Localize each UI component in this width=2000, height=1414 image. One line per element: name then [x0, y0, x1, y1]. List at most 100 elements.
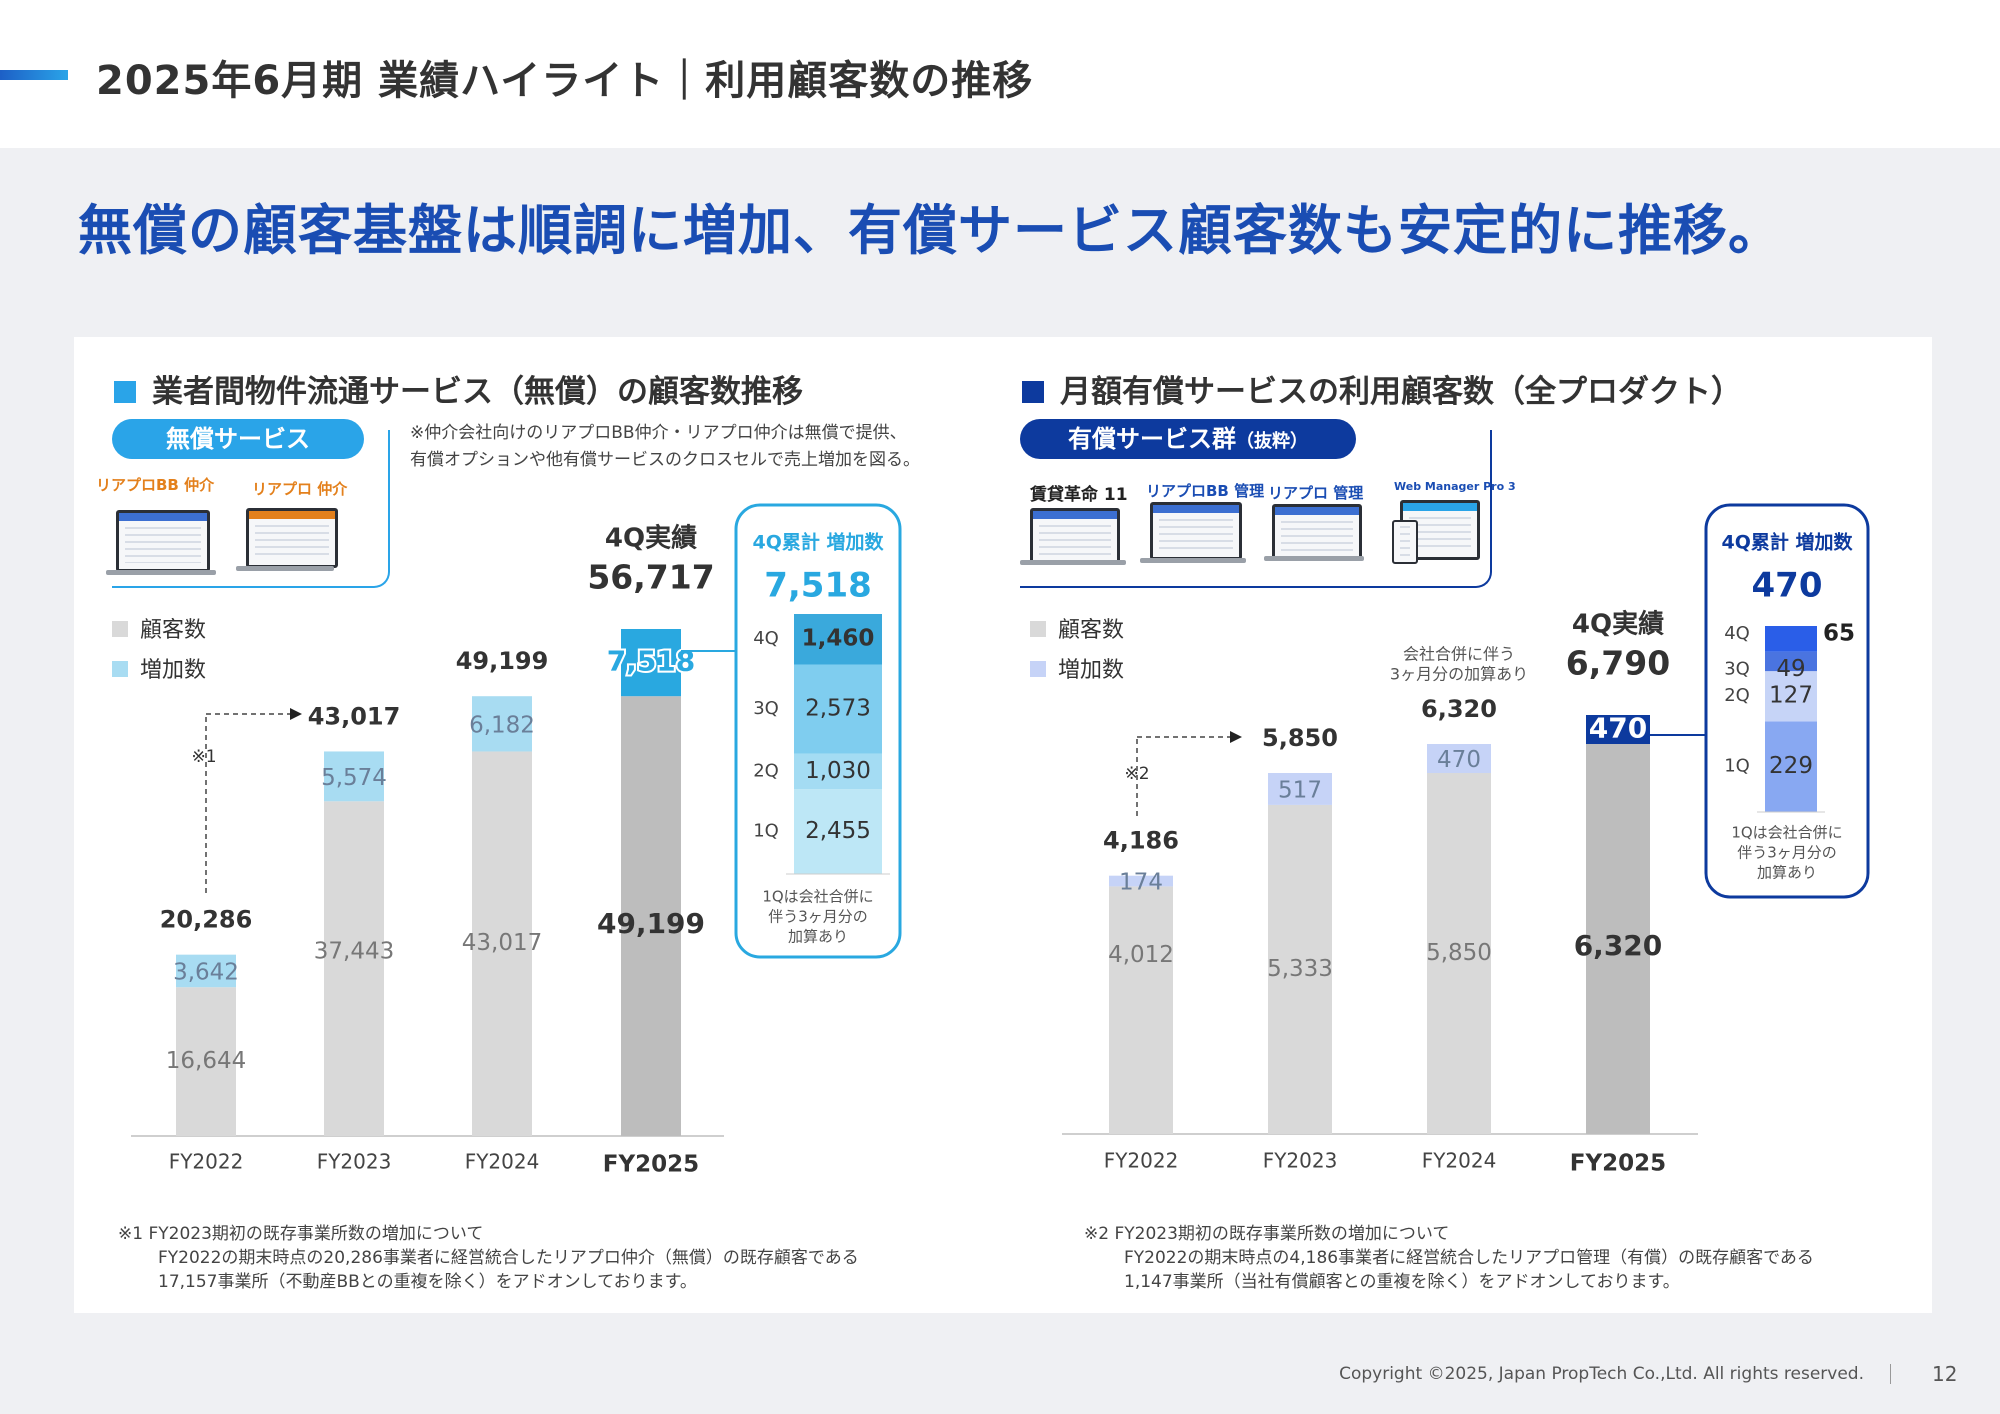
bar-base-label: 49,199 — [597, 907, 705, 940]
bar-base-label: 37,443 — [314, 938, 394, 964]
headline: 無償の顧客基盤は順調に増加、有償サービス顧客数も安定的に推移。 — [78, 199, 1783, 262]
product-screenshot-icon — [1150, 502, 1242, 560]
bar-increase-label: 517 — [1278, 777, 1322, 803]
breakdown-quarter-label: 4Q — [1724, 623, 1750, 644]
bar-increase — [1109, 875, 1173, 887]
bar-total-label: 5,850 — [1262, 724, 1338, 752]
x-tick-label: FY2023 — [317, 1150, 392, 1174]
laptop-base-icon — [1140, 558, 1246, 563]
paid-service-pill: 有償サービス群（抜粋） — [1020, 419, 1356, 459]
bar-base — [324, 801, 384, 1136]
free-service-pill: 無償サービス — [112, 419, 364, 459]
breakdown-quarter-label: 1Q — [1724, 756, 1750, 777]
bar-increase — [1268, 773, 1332, 805]
breakdown-segment — [1765, 721, 1817, 812]
left-section-title-text: 業者間物件流通サービス（無償）の顧客数推移 — [152, 374, 803, 410]
bar-base-label: 16,644 — [166, 1048, 246, 1074]
breakdown-quarter-label: 3Q — [1724, 658, 1750, 679]
product-logo-bb-chukai: リアプロBB 仲介 — [96, 476, 215, 494]
q4-total-label: 56,717 — [587, 558, 714, 597]
laptop-base-icon — [1020, 560, 1126, 565]
x-tick-label: FY2022 — [169, 1150, 244, 1174]
x-tick-label: FY2025 — [603, 1152, 699, 1178]
right-footnote-line1: FY2022の期末時点の4,186事業者に経営統合したリアプロ管理（有償）の既存… — [1124, 1248, 1814, 1268]
product-logo-kanri: リアプロ 管理 — [1268, 484, 1364, 502]
left-note-line2: 有償オプションや他有償サービスのクロスセルで売上増加を図る。 — [410, 450, 920, 470]
breakdown-value-label: 49 — [1776, 656, 1805, 682]
merger-note-line: 3ヶ月分の加算あり — [1390, 665, 1528, 684]
breakdown-segment — [1765, 626, 1817, 652]
laptop-base-icon — [106, 570, 216, 575]
product-screenshot-icon — [116, 510, 210, 572]
free-products-box — [112, 430, 390, 588]
product-logo-bb-kanri: リアプロBB 管理 — [1146, 482, 1265, 500]
right-footnote: ※2 FY2023期初の既存事業所数の増加について FY2022の期末時点の4,… — [1084, 1222, 1814, 1294]
product-logo-chukai: リアプロ 仲介 — [252, 480, 348, 498]
bar-increase-label: 470 — [1437, 747, 1481, 773]
breakdown-title: 4Q累計 増加数 — [1722, 531, 1854, 554]
paid-service-pill-sub: （抜粋） — [1236, 431, 1308, 452]
breakdown-note-line: 1Qは会社合併に — [762, 888, 873, 906]
right-legend-increase: 増加数 — [1030, 652, 1124, 684]
breakdown-value-label: 2,455 — [805, 818, 871, 844]
breakdown-value-label: 2,573 — [805, 695, 871, 721]
bar-base — [1109, 886, 1173, 1134]
x-tick-label: FY2024 — [1422, 1149, 1497, 1173]
page-title: 2025年6月期 業績ハイライト｜利用顧客数の推移 — [96, 58, 1034, 104]
page-header: 2025年6月期 業績ハイライト｜利用顧客数の推移 — [0, 0, 2000, 148]
x-tick-label: FY2023 — [1263, 1149, 1338, 1173]
bar-base — [472, 751, 532, 1136]
right-footnote-line2: 1,147事業所（当社有償顧客との重複を除く）をアドオンしております。 — [1124, 1272, 1680, 1292]
right-legend-base: 顧客数 — [1030, 612, 1124, 644]
right-section-title: 月額有償サービスの利用顧客数（全プロダクト） — [1022, 366, 1742, 411]
breakdown-total: 7,518 — [764, 566, 872, 606]
bar-total-label: 49,199 — [456, 647, 549, 675]
footer-divider — [1890, 1364, 1891, 1384]
bar-increase — [621, 629, 681, 697]
right-footnote-head: ※2 FY2023期初の既存事業所数の増加について — [1084, 1224, 1450, 1244]
breakdown-segment — [794, 789, 882, 874]
bar-base-label: 5,850 — [1426, 940, 1492, 966]
paid-service-pill-label: 有償サービス群 — [1068, 425, 1236, 453]
merger-note-line: 会社合併に伴う — [1403, 645, 1515, 664]
bar-increase — [1427, 744, 1491, 774]
product-screenshot-icon — [1030, 508, 1120, 564]
q4-total-label: 6,790 — [1566, 644, 1670, 683]
breakdown-segment — [794, 664, 882, 754]
bar-base-label: 5,333 — [1267, 956, 1333, 982]
left-footnote: ※1 FY2023期初の既存事業所数の増加について FY2022の期末時点の20… — [118, 1222, 859, 1294]
bar-total-label: 43,017 — [308, 702, 401, 730]
right-section-title-text: 月額有償サービスの利用顧客数（全プロダクト） — [1060, 374, 1742, 410]
left-legend-base: 顧客数 — [112, 612, 206, 644]
bar-base-label: 4,012 — [1108, 942, 1174, 968]
bar-increase-label: 174 — [1119, 870, 1163, 896]
breakdown-value-label: 65 — [1823, 620, 1855, 646]
product-logo-webmanager: Web Manager Pro 3 — [1394, 480, 1516, 493]
copyright: Copyright ©2025, Japan PropTech Co.,Ltd.… — [1339, 1364, 1864, 1384]
x-tick-label: FY2024 — [465, 1150, 540, 1174]
bar-base-label: 6,320 — [1574, 929, 1663, 962]
breakdown-quarter-label: 3Q — [753, 698, 779, 719]
breakdown-value-label: 127 — [1769, 683, 1813, 709]
bar-increase — [176, 954, 236, 988]
breakdown-total: 470 — [1752, 566, 1823, 606]
bar-total-label: 6,320 — [1421, 695, 1497, 723]
breakdown-title: 4Q累計 増加数 — [753, 531, 885, 554]
bar-increase-label: 5,574 — [321, 765, 387, 791]
bar-increase — [1586, 715, 1650, 745]
square-bullet-icon — [1022, 381, 1044, 403]
merge-arrow-icon — [1230, 731, 1242, 743]
left-note-line1: ※仲介会社向けのリアプロBB仲介・リアプロ仲介は無償で提供、 — [410, 423, 907, 443]
bar-total-label: 20,286 — [160, 906, 253, 934]
bar-base — [621, 696, 681, 1136]
square-bullet-icon — [114, 381, 136, 403]
breakdown-segment — [794, 753, 882, 790]
breakdown-segment — [1765, 651, 1817, 672]
bar-base — [1586, 744, 1650, 1134]
bar-base-label: 43,017 — [462, 930, 542, 956]
x-tick-label: FY2022 — [1104, 1149, 1179, 1173]
left-section-title: 業者間物件流通サービス（無償）の顧客数推移 — [114, 366, 803, 411]
left-footnote-head: ※1 FY2023期初の既存事業所数の増加について — [118, 1224, 484, 1244]
left-note: ※仲介会社向けのリアプロBB仲介・リアプロ仲介は無償で提供、 有償オプションや他… — [410, 420, 920, 474]
page-number: 12 — [1932, 1362, 1958, 1386]
